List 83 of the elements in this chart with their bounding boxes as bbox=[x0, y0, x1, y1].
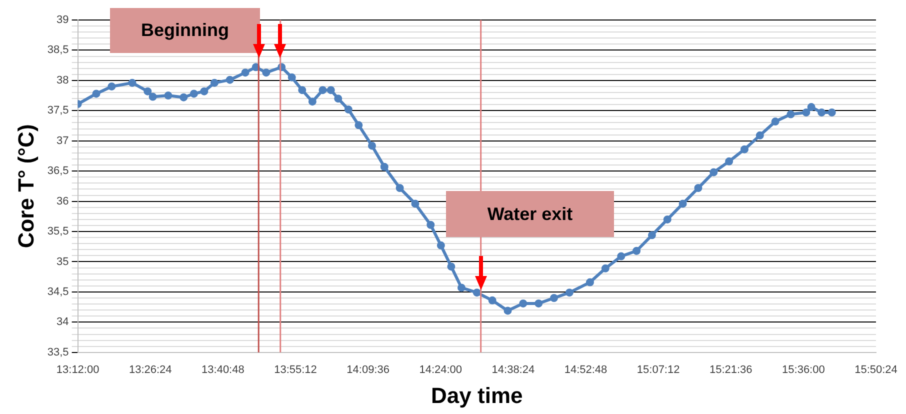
point bbox=[164, 92, 172, 100]
point bbox=[200, 87, 208, 96]
point bbox=[128, 78, 136, 87]
point bbox=[807, 103, 816, 112]
y-tick-label: 36,5 bbox=[47, 165, 69, 178]
y-axis-title: Core T° (°C) bbox=[13, 124, 38, 248]
y-tick-label: 35 bbox=[56, 256, 69, 268]
point bbox=[190, 90, 198, 98]
x-tick-label: 14:38:24 bbox=[492, 364, 535, 376]
point bbox=[92, 90, 100, 98]
point bbox=[457, 284, 466, 292]
point bbox=[694, 184, 702, 192]
point bbox=[828, 108, 836, 116]
point bbox=[725, 157, 734, 166]
y-tick-label: 38,5 bbox=[47, 44, 69, 56]
y-tick-label: 34 bbox=[56, 316, 69, 328]
point bbox=[678, 200, 687, 208]
y-tick-label: 37 bbox=[56, 134, 69, 147]
x-tick-label: 13:26:24 bbox=[128, 364, 172, 376]
point bbox=[447, 262, 456, 271]
x-tick-label: 15:50:24 bbox=[854, 364, 898, 376]
point bbox=[550, 294, 558, 302]
label-box: Beginning bbox=[110, 8, 260, 53]
point bbox=[472, 288, 481, 297]
point bbox=[298, 86, 306, 94]
point bbox=[108, 82, 116, 90]
point bbox=[318, 86, 327, 94]
y-tick-label: 37,5 bbox=[47, 104, 69, 117]
point bbox=[802, 108, 810, 116]
point bbox=[426, 220, 435, 229]
y-tick-label: 36 bbox=[56, 195, 69, 208]
y-tick-label: 34,5 bbox=[47, 286, 69, 298]
point bbox=[241, 68, 250, 77]
point bbox=[740, 145, 748, 154]
point bbox=[586, 278, 594, 286]
point bbox=[262, 68, 270, 77]
point bbox=[786, 110, 795, 118]
x-tick-label: 14:24:00 bbox=[419, 364, 462, 376]
point bbox=[344, 105, 352, 114]
point bbox=[226, 76, 234, 84]
point bbox=[756, 131, 764, 140]
point bbox=[519, 299, 528, 308]
point bbox=[326, 86, 335, 94]
point bbox=[601, 264, 610, 272]
point bbox=[210, 78, 218, 87]
point bbox=[617, 252, 626, 260]
point bbox=[818, 108, 826, 116]
point bbox=[368, 142, 376, 150]
point bbox=[632, 246, 641, 255]
point bbox=[180, 93, 188, 102]
x-tick-label: 15:07:12 bbox=[636, 364, 680, 376]
x-tick-label: 14:09:36 bbox=[346, 364, 390, 376]
point bbox=[334, 94, 342, 103]
x-axis-title: Day time bbox=[431, 382, 523, 408]
point bbox=[354, 121, 363, 130]
point bbox=[663, 215, 672, 224]
point bbox=[396, 184, 404, 192]
point bbox=[148, 92, 157, 101]
y-tick-label: 38 bbox=[56, 74, 69, 86]
y-tick-label: 35,5 bbox=[47, 226, 69, 238]
x-tick-label: 13:12:00 bbox=[56, 364, 100, 376]
point bbox=[252, 63, 260, 72]
point bbox=[710, 168, 718, 176]
point bbox=[288, 73, 296, 82]
x-tick-label: 15:21:36 bbox=[709, 364, 752, 376]
point bbox=[308, 98, 316, 106]
point bbox=[648, 231, 656, 240]
point bbox=[411, 200, 420, 208]
point bbox=[144, 87, 152, 96]
point bbox=[488, 296, 496, 304]
point bbox=[565, 288, 574, 297]
point bbox=[380, 162, 388, 171]
x-tick-label: 13:40:48 bbox=[202, 364, 244, 376]
y-tick-label: 39 bbox=[56, 14, 69, 26]
point bbox=[436, 241, 445, 250]
x-tick-label: 13:55:12 bbox=[274, 364, 317, 376]
y-tick-label: 33,5 bbox=[47, 346, 69, 358]
point bbox=[771, 118, 780, 126]
point bbox=[534, 299, 543, 308]
point bbox=[504, 306, 512, 315]
x-tick-label: 15:36:00 bbox=[782, 364, 825, 376]
label-box: Water exit bbox=[446, 191, 614, 237]
x-tick-label: 14:52:48 bbox=[564, 364, 608, 376]
